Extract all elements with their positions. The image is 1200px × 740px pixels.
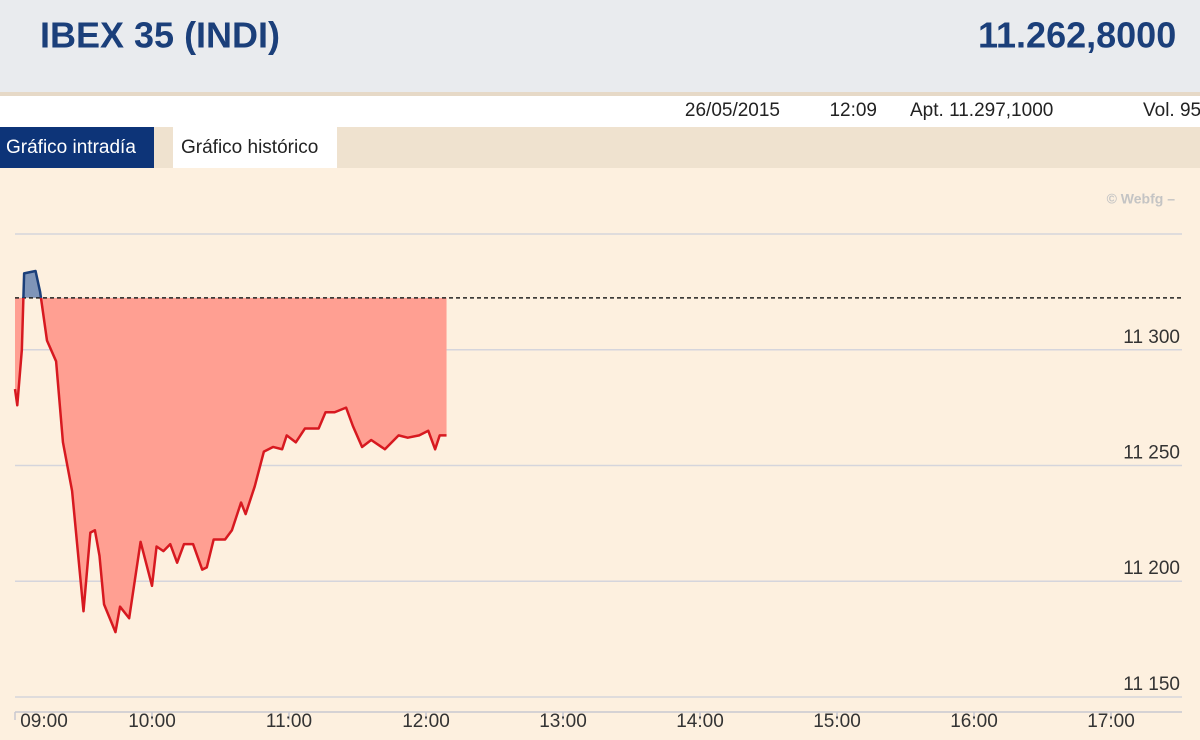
y-tick-label: 11 150 [1123,674,1180,695]
y-tick-label: 11 250 [1123,442,1180,463]
x-tick-label: 16:00 [950,711,998,732]
x-tick-label: 09:00 [20,711,68,732]
header-rule [0,92,1200,96]
x-tick-label: 14:00 [676,711,724,732]
tab-active[interactable] [0,127,154,168]
tab-label[interactable]: Gráfico intradía [6,137,136,158]
header-bg [0,0,1200,92]
date: 26/05/2015 [685,100,780,121]
y-tick-label: 11 200 [1123,558,1180,579]
title: IBEX 35 (INDI) [40,15,280,56]
x-tick-label: 17:00 [1087,711,1135,732]
x-tick-label: 12:00 [402,711,450,732]
x-tick-label: 13:00 [539,711,587,732]
volume: Vol. 95 [1143,100,1200,121]
info-bar [0,96,1200,127]
price-line [13,297,447,634]
x-tick-label: 10:00 [128,711,176,732]
tab-label[interactable]: Gráfico histórico [181,137,318,158]
time: 12:09 [829,100,877,121]
watermark: © Webfg – [1107,191,1176,207]
area-below [15,297,447,633]
price: 11.262,8000 [978,15,1176,56]
x-tick-label: 15:00 [813,711,861,732]
open-price: Apt. 11.297,1000 [910,100,1053,121]
x-tick-label: 11:00 [266,711,312,732]
tab[interactable] [173,127,337,168]
y-tick-label: 11 300 [1123,327,1180,348]
